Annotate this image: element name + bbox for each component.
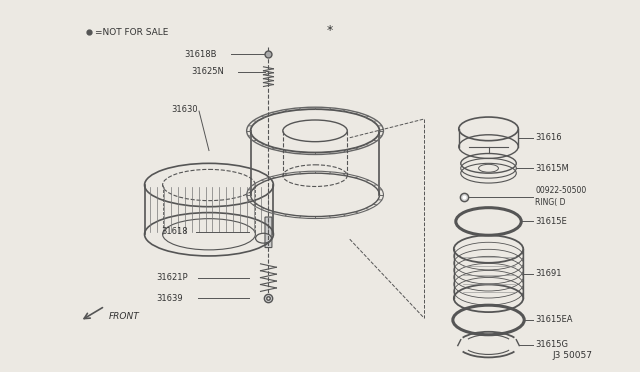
Text: 00922-50500: 00922-50500 [535,186,586,195]
Text: 31625N: 31625N [191,67,224,76]
Text: *: * [327,24,333,37]
Text: 31618: 31618 [161,227,188,236]
Text: 31630: 31630 [172,105,198,114]
Text: 31615E: 31615E [535,217,567,226]
Text: J3 50057: J3 50057 [553,351,593,360]
FancyBboxPatch shape [265,217,272,248]
Text: 31615EA: 31615EA [535,315,573,324]
Text: 31621P: 31621P [156,273,188,282]
Text: 31691: 31691 [535,269,562,278]
Text: 31639: 31639 [156,294,183,303]
Text: 31615M: 31615M [535,164,569,173]
Text: =NOT FOR SALE: =NOT FOR SALE [95,28,168,37]
Text: 31615G: 31615G [535,340,568,349]
Text: 31616: 31616 [535,133,562,142]
Text: 31618B: 31618B [184,49,217,58]
Text: RING( D: RING( D [535,198,566,207]
Text: FRONT: FRONT [109,311,140,321]
